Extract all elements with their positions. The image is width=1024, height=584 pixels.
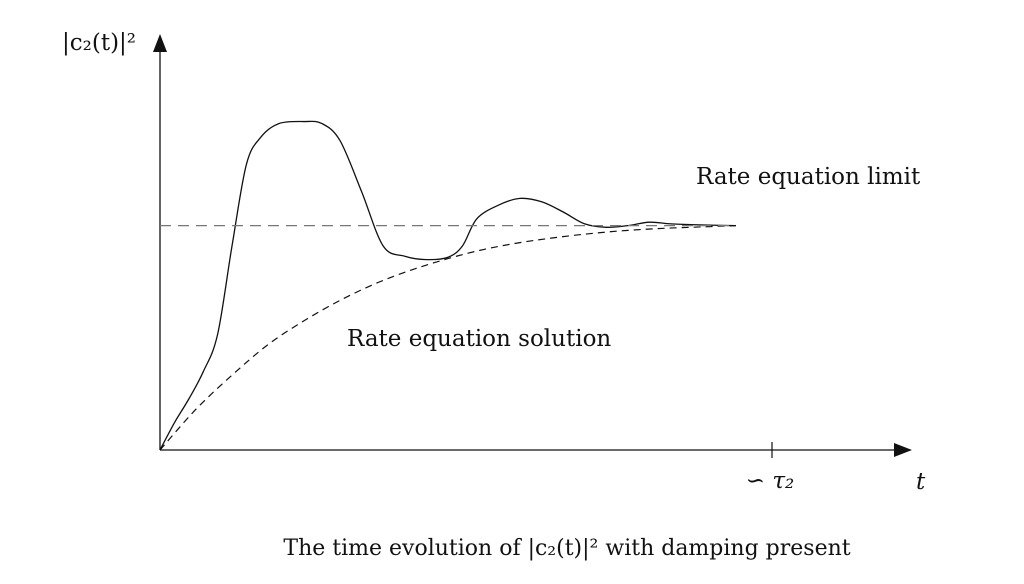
series-line-damped-oscillation bbox=[159, 120, 737, 451]
y-axis-label: |c₂(t)|² bbox=[62, 30, 136, 56]
y-axis-arrowhead bbox=[153, 34, 167, 52]
x-tick-label: ∽ τ₂ bbox=[746, 468, 795, 494]
x-axis-label: t bbox=[916, 469, 926, 495]
x-axis-arrowhead bbox=[894, 443, 912, 457]
series-layer bbox=[159, 120, 737, 451]
caption-text: The time evolution of |c₂(t)|² with damp… bbox=[283, 536, 851, 561]
chart-caption: The time evolution of |c₂(t)|² with damp… bbox=[0, 536, 1024, 561]
tick-layer: ∽ τ₂ bbox=[746, 442, 795, 494]
annotation-rate-equation-limit: Rate equation limit bbox=[696, 164, 921, 190]
axes bbox=[153, 34, 912, 457]
series-line-rate-equation-solution bbox=[159, 225, 737, 451]
annotation-rate-equation-solution: Rate equation solution bbox=[347, 326, 611, 352]
